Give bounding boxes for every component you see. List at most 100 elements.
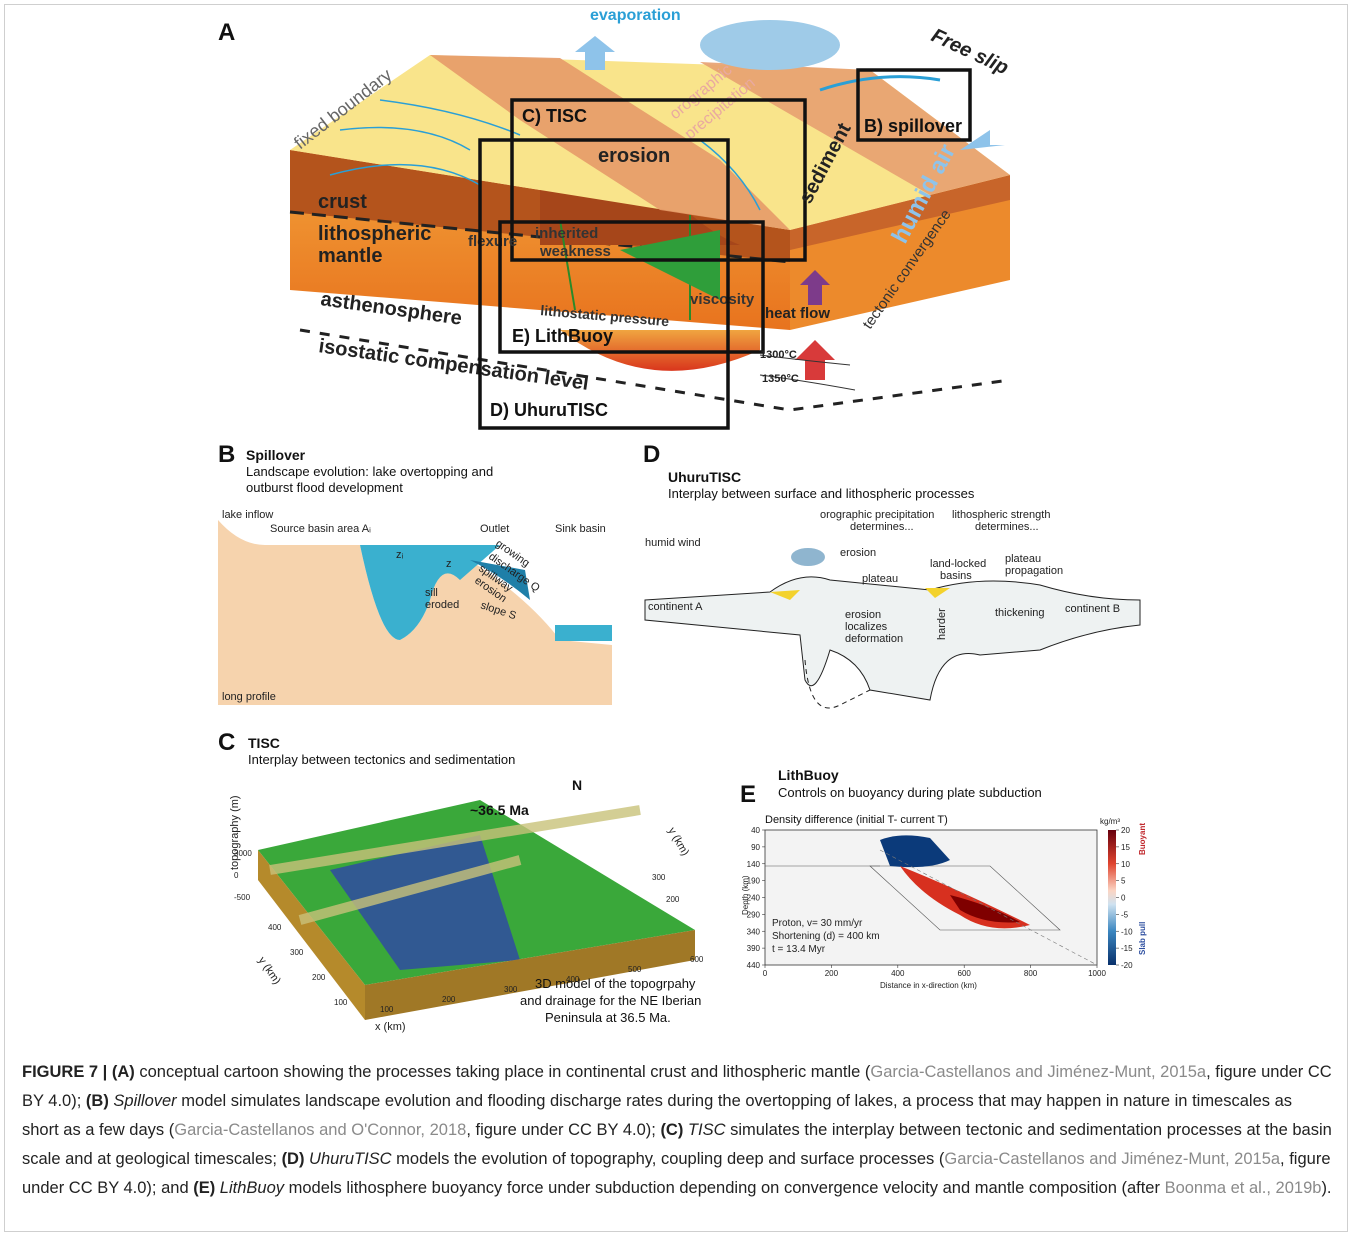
label: ~36.5 Ma <box>470 802 529 818</box>
panel-title: TISC <box>248 735 280 751</box>
label: z <box>446 558 452 570</box>
label: x (km) <box>375 1021 406 1033</box>
y-label: Depth (km) <box>741 875 750 915</box>
caption-segment: ). <box>1321 1179 1332 1197</box>
caption-segment: FIGURE 7 | (A) <box>22 1063 135 1081</box>
label: mantle <box>318 245 382 267</box>
label: lithospheric <box>318 223 431 245</box>
sink-lake <box>555 625 612 641</box>
blob <box>880 835 950 868</box>
box <box>510 98 807 262</box>
caption-segment: (B) <box>85 1092 109 1110</box>
panel-title: UhuruTISC <box>668 469 741 485</box>
colorbar-tick-label: -10 <box>1121 927 1133 936</box>
label: plateau <box>1005 553 1041 565</box>
label: weakness <box>539 243 611 260</box>
caption-segment: (C) <box>660 1121 684 1139</box>
figure-caption: FIGURE 7 | (A) conceptual cartoon showin… <box>22 1058 1332 1203</box>
y-tick-label: 290 <box>747 910 761 919</box>
cloud <box>791 548 825 566</box>
label: propagation <box>1005 565 1063 577</box>
x-tick-label: 1000 <box>1088 969 1106 978</box>
y-tick-label: 40 <box>751 826 760 835</box>
caption-segment: simulates the interplay between tectonic… <box>22 1121 1332 1168</box>
y-tick-label: 390 <box>747 944 761 953</box>
tick-label: 400 <box>566 975 580 984</box>
x-tick-label: 800 <box>1024 969 1038 978</box>
caption-segment[interactable]: Garcia-Castellanos and Jiménez-Munt, 201… <box>870 1063 1207 1081</box>
label: determines... <box>850 521 914 533</box>
caption-segment: models lithosphere buoyancy force under … <box>284 1179 1165 1197</box>
tick-label: 100 <box>334 998 348 1007</box>
label: inherited <box>535 225 598 242</box>
caption-segment: model simulates landscape evolution and … <box>22 1092 1293 1139</box>
caption-segment[interactable]: Boonma et al., 2019b <box>1164 1179 1322 1197</box>
caption-segment[interactable]: Garcia-Castellanos and Jiménez-Munt, 201… <box>944 1150 1281 1168</box>
tick-label: 400 <box>268 923 282 932</box>
caption-segment: Spillover <box>108 1092 177 1110</box>
colorbar-tick-label: 20 <box>1121 826 1130 835</box>
colorbar <box>1108 830 1116 965</box>
tick-label: 100 <box>380 1005 394 1014</box>
panel-subtitle: Controls on buoyancy during plate subduc… <box>778 785 1042 800</box>
label: zᵢ <box>396 549 404 561</box>
label: B) spillover <box>864 116 962 136</box>
label: viscosity <box>690 291 755 308</box>
label: y (km) <box>665 826 691 858</box>
panel-letter: E <box>740 781 756 808</box>
label: erosion <box>840 547 876 559</box>
x-label: Distance in x-direction (km) <box>880 981 977 990</box>
panel-d: D UhuruTISC Interplay between surface an… <box>643 441 1141 709</box>
ground <box>218 520 612 705</box>
cloud <box>700 20 840 70</box>
right-face <box>790 175 1010 330</box>
colorbar-label: Slab pull <box>1138 922 1147 955</box>
tick-label: 0 <box>234 871 239 880</box>
label: N <box>572 777 582 793</box>
caption-segment: , figure under CC BY 4.0); <box>22 1063 1332 1110</box>
label: lithospheric strength <box>952 509 1050 521</box>
y-tick-label: 240 <box>747 894 761 903</box>
label: continent A <box>648 601 703 613</box>
y-tick-label: 140 <box>747 860 761 869</box>
label: erosion <box>598 145 670 167</box>
tick-label: 600 <box>690 955 704 964</box>
colorbar-label: Buoyant <box>1138 823 1147 855</box>
caption-segment: TISC <box>683 1121 726 1139</box>
caption-segment[interactable]: Garcia-Castellanos and O'Connor, 2018 <box>174 1121 467 1139</box>
label: determines... <box>975 521 1039 533</box>
tick-label: 200 <box>312 973 326 982</box>
label: Outlet <box>480 523 509 535</box>
colorbar-tick-label: 5 <box>1121 877 1126 886</box>
caption-segment: , figure under CC BY 4.0); <box>466 1121 661 1139</box>
caption-segment: models the evolution of topography, coup… <box>391 1150 945 1168</box>
label: lake inflow <box>222 509 273 521</box>
x-tick-label: 400 <box>891 969 905 978</box>
tick-label: 3000 <box>234 849 252 858</box>
y-tick-label: 90 <box>751 843 760 852</box>
label: land-locked <box>930 558 986 570</box>
label: topography (m) <box>229 795 241 870</box>
label: orographic precipitation <box>820 509 934 521</box>
panel-subtitle: outburst flood development <box>246 480 403 495</box>
panel-b: B Spillover Landscape evolution: lake ov… <box>218 441 612 705</box>
panel-letter: A <box>218 19 235 46</box>
caption-line: Peninsula at 36.5 Ma. <box>545 1010 671 1025</box>
panel-subtitle: Interplay between surface and lithospher… <box>668 486 975 501</box>
caption-segment: , figure under CC BY 4.0); and <box>22 1150 1331 1197</box>
label: flexure <box>468 233 517 250</box>
label: long profile <box>222 691 276 703</box>
note: Proton, v= 30 mm/yr <box>772 918 863 929</box>
tick-label: 200 <box>666 895 680 904</box>
label: y (km) <box>256 955 283 987</box>
label: 1300°C <box>760 349 797 361</box>
label: Sink basin <box>555 523 606 535</box>
x-tick-label: 0 <box>763 969 768 978</box>
note: Shortening (d) = 400 km <box>772 931 880 942</box>
x-tick-label: 200 <box>825 969 839 978</box>
lithosphere <box>644 576 1141 701</box>
label: evaporation <box>590 7 681 24</box>
panel-a: A evaporation Free slip fixed boundary o… <box>218 7 1012 430</box>
label: harder <box>936 608 948 640</box>
label: plateau <box>862 573 898 585</box>
